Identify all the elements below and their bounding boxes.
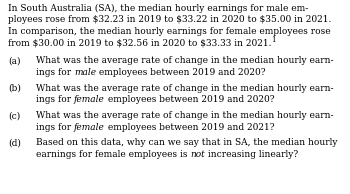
Text: ings for: ings for: [36, 123, 74, 132]
Text: from $30.00 in 2019 to $32.56 in 2020 to $33.33 in 2021.: from $30.00 in 2019 to $32.56 in 2020 to…: [8, 38, 272, 48]
Text: employees between 2019 and 2020?: employees between 2019 and 2020?: [96, 68, 266, 77]
Text: ings for: ings for: [36, 95, 74, 104]
Text: What was the average rate of change in the median hourly earn-: What was the average rate of change in t…: [36, 56, 334, 65]
Text: (c): (c): [8, 111, 20, 120]
Text: female: female: [74, 95, 105, 104]
Text: 1: 1: [272, 36, 276, 44]
Text: employees between 2019 and 2020?: employees between 2019 and 2020?: [105, 95, 274, 104]
Text: increasing linearly?: increasing linearly?: [205, 150, 298, 159]
Text: Based on this data, why can we say that in SA, the median hourly: Based on this data, why can we say that …: [36, 139, 337, 147]
Text: What was the average rate of change in the median hourly earn-: What was the average rate of change in t…: [36, 84, 334, 93]
Text: In South Australia (SA), the median hourly earnings for male em-: In South Australia (SA), the median hour…: [8, 4, 308, 13]
Text: (d): (d): [8, 139, 21, 147]
Text: (a): (a): [8, 56, 21, 65]
Text: ployees rose from $32.23 in 2019 to $33.22 in 2020 to $35.00 in 2021.: ployees rose from $32.23 in 2019 to $33.…: [8, 16, 331, 24]
Text: What was the average rate of change in the median hourly earn-: What was the average rate of change in t…: [36, 111, 334, 120]
Text: female: female: [74, 123, 105, 132]
Text: In comparison, the median hourly earnings for female employees rose: In comparison, the median hourly earning…: [8, 27, 331, 36]
Text: not: not: [190, 150, 205, 159]
Text: (b): (b): [8, 84, 21, 93]
Text: earnings for female employees is: earnings for female employees is: [36, 150, 190, 159]
Text: ings for: ings for: [36, 68, 74, 77]
Text: male: male: [74, 68, 96, 77]
Text: employees between 2019 and 2021?: employees between 2019 and 2021?: [105, 123, 274, 132]
